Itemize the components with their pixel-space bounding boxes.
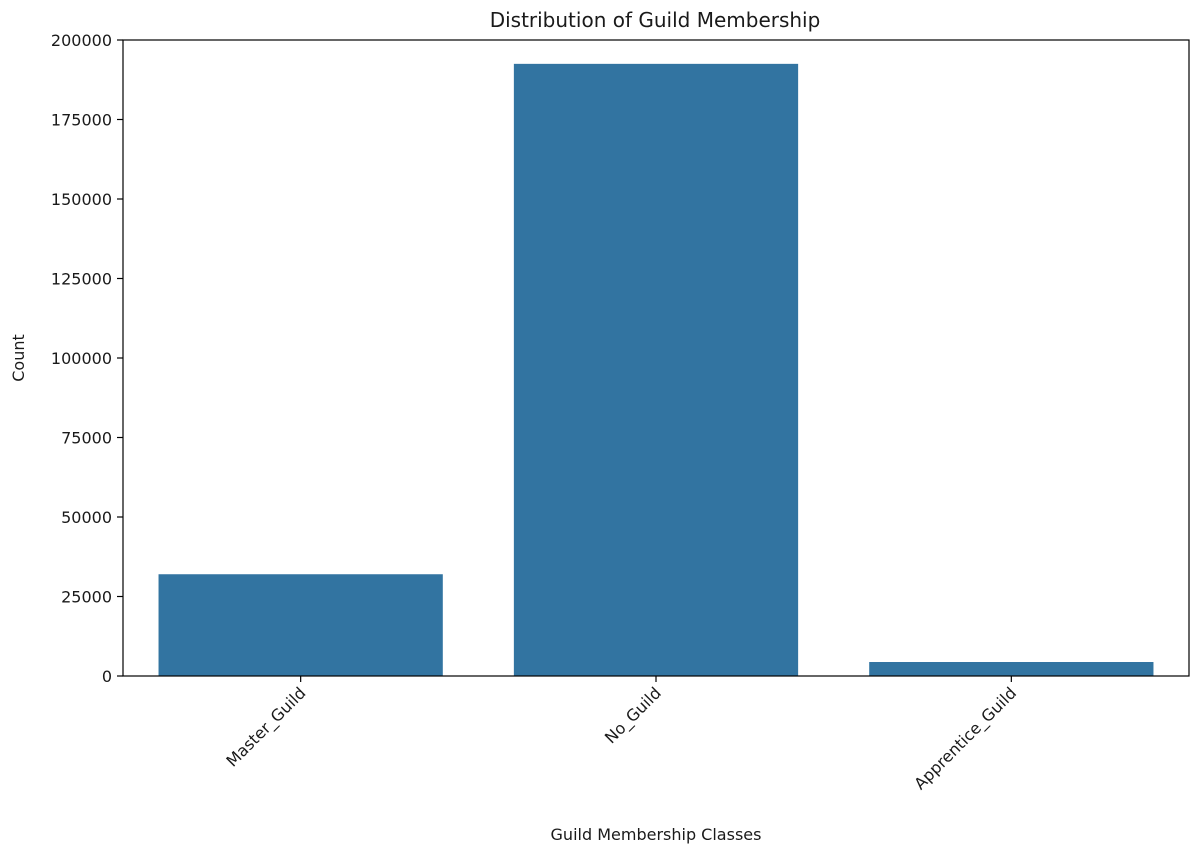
y-tick-label: 75000 — [61, 429, 112, 448]
bar-master-guild — [158, 574, 443, 676]
x-tick-label: Apprentice_Guild — [910, 683, 1021, 794]
y-tick-label: 100000 — [51, 349, 112, 368]
bar-no-guild — [513, 63, 799, 677]
y-tick-label: 200000 — [51, 31, 112, 50]
y-tick-label: 25000 — [61, 588, 112, 607]
bar-apprentice-guild — [869, 662, 1154, 676]
y-tick-label: 150000 — [51, 190, 112, 209]
x-axis-label: Guild Membership Classes — [551, 825, 762, 844]
y-axis: 0 25000 50000 75000 100000 125000 150000 175000… — [51, 31, 123, 686]
y-axis-label: Count — [9, 334, 28, 382]
bars-group — [158, 63, 1154, 677]
y-tick-label: 175000 — [51, 111, 112, 130]
x-tick-label: No_Guild — [601, 683, 666, 748]
x-axis: Master_Guild No_Guild Apprentice_Guild — [222, 676, 1021, 794]
y-tick-label: 50000 — [61, 508, 112, 527]
y-tick-label: 125000 — [51, 270, 112, 289]
chart-title: Distribution of Guild Membership — [490, 8, 821, 32]
plot-frame — [122, 39, 1190, 677]
y-tick-label: 0 — [102, 667, 112, 686]
x-tick-label: Master_Guild — [222, 683, 310, 771]
